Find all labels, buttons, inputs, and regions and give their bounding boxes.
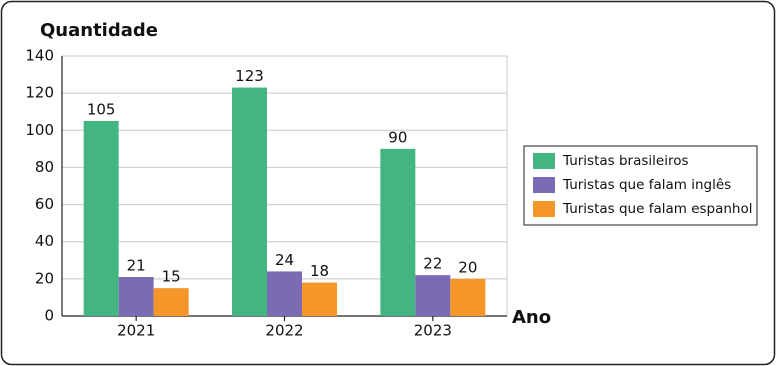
data-label: 18 — [310, 262, 329, 280]
legend-box — [523, 145, 758, 226]
y-tick-label: 140 — [25, 47, 54, 65]
legend-swatch — [533, 177, 555, 193]
x-tick-label: 2023 — [414, 322, 452, 340]
data-label: 21 — [127, 257, 146, 275]
data-label: 90 — [388, 128, 407, 146]
y-tick-label: 100 — [25, 121, 54, 139]
bar — [302, 282, 337, 316]
bar — [118, 277, 154, 316]
legend-label: Turistas que falam espanhol — [562, 201, 753, 217]
bar — [232, 87, 267, 316]
legend-swatch — [533, 153, 555, 169]
legend-swatch — [533, 201, 555, 217]
y-tick-label: 20 — [35, 269, 54, 287]
x-tick-label: 2022 — [265, 322, 303, 340]
y-axis-label: Quantidade — [40, 20, 158, 41]
y-tick-label: 80 — [35, 158, 54, 176]
y-tick-label: 40 — [35, 232, 54, 250]
data-label: 123 — [235, 67, 264, 85]
x-axis-label: Ano — [512, 307, 551, 328]
data-label: 15 — [162, 268, 181, 286]
bar — [83, 121, 119, 316]
bar — [450, 278, 486, 316]
bar — [153, 288, 189, 316]
bar — [267, 271, 302, 316]
legend-label: Turistas que falam inglês — [562, 177, 731, 193]
x-tick-label: 2021 — [117, 322, 155, 340]
data-label: 24 — [275, 251, 294, 269]
bar — [415, 275, 451, 316]
y-tick-label: 60 — [35, 195, 54, 213]
data-label: 22 — [423, 255, 442, 273]
y-tick-label: 0 — [44, 307, 54, 325]
data-label: 20 — [458, 258, 477, 276]
y-tick-label: 120 — [25, 84, 54, 102]
bar — [380, 148, 416, 316]
legend-label: Turistas brasileiros — [562, 153, 689, 169]
data-label: 105 — [87, 101, 116, 119]
